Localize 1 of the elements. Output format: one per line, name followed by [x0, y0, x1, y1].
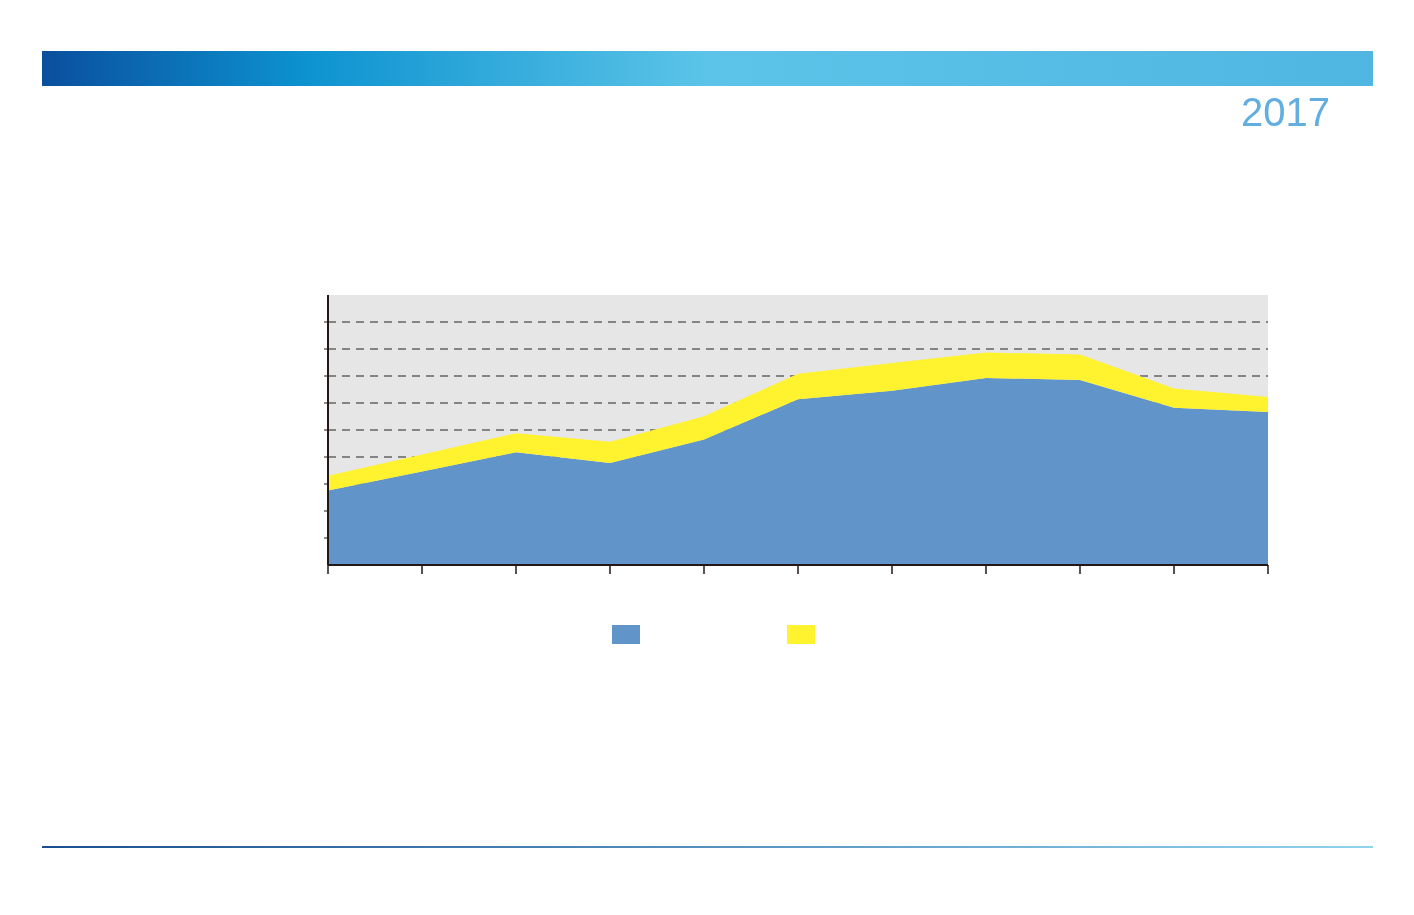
chart-title: 2017 [1241, 90, 1330, 134]
